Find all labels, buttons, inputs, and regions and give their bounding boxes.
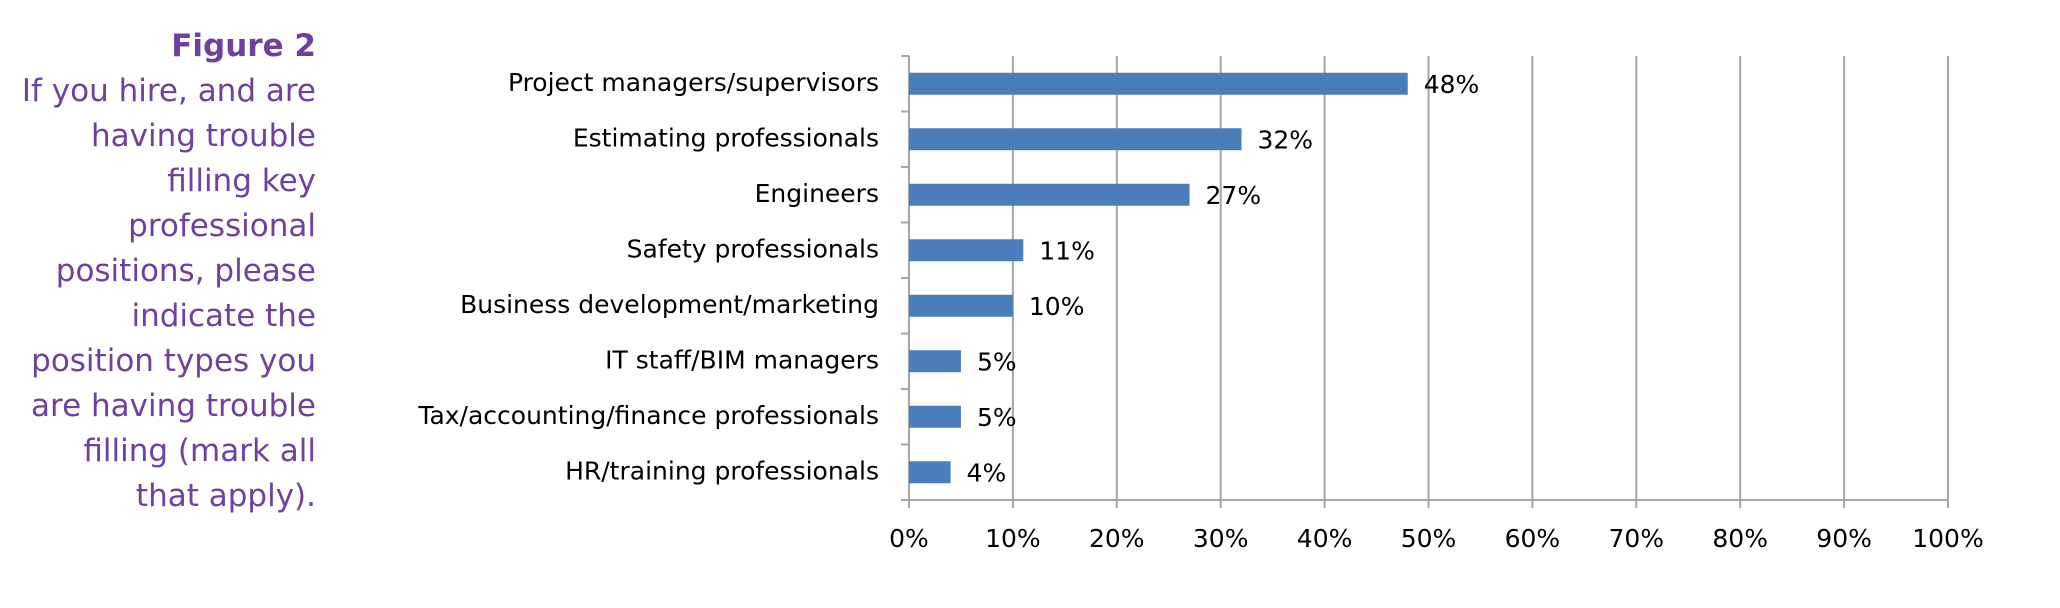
data-label: 32% [1257,125,1313,154]
bar [909,128,1242,151]
bar [909,239,1024,262]
x-tick-label: 70% [1609,524,1665,553]
bar [909,72,1408,95]
data-label: 10% [1029,292,1085,321]
data-label: 27% [1206,181,1262,210]
x-tick-label: 60% [1505,524,1561,553]
x-tick-label: 40% [1297,524,1353,553]
x-tick-label: 0% [889,524,929,553]
caption-block: Figure 2 If you hire, and are having tro… [20,24,316,519]
y-tick-label: Engineers [755,179,879,208]
y-tick-label: IT staff/BIM managers [605,345,879,374]
y-tick-label: Business development/marketing [460,290,879,319]
bar [909,350,961,373]
data-label: 11% [1039,236,1095,265]
y-tick-label: Safety professionals [627,234,879,263]
y-tick-label: HR/training professionals [565,456,879,485]
bar [909,294,1013,317]
y-tick-label: Project managers/supervisors [508,68,879,97]
y-tick-label: Estimating professionals [573,123,879,152]
bar [909,405,961,428]
caption: If you hire, and are having trouble fill… [21,73,316,514]
y-tick-label: Tax/accounting/finance professionals [417,401,879,430]
x-tick-label: 90% [1816,524,1872,553]
x-tick-label: 30% [1193,524,1249,553]
x-tick-label: 20% [1089,524,1145,553]
bar [909,183,1190,206]
x-tick-label: 50% [1401,524,1457,553]
bar [909,461,951,484]
figure-label: Figure 2 [171,28,316,64]
data-label: 5% [977,403,1017,432]
data-label: 5% [977,347,1017,376]
x-tick-label: 10% [985,524,1041,553]
data-label: 48% [1424,70,1480,99]
x-tick-label: 100% [1912,524,1983,553]
x-tick-label: 80% [1712,524,1768,553]
data-label: 4% [967,458,1007,487]
